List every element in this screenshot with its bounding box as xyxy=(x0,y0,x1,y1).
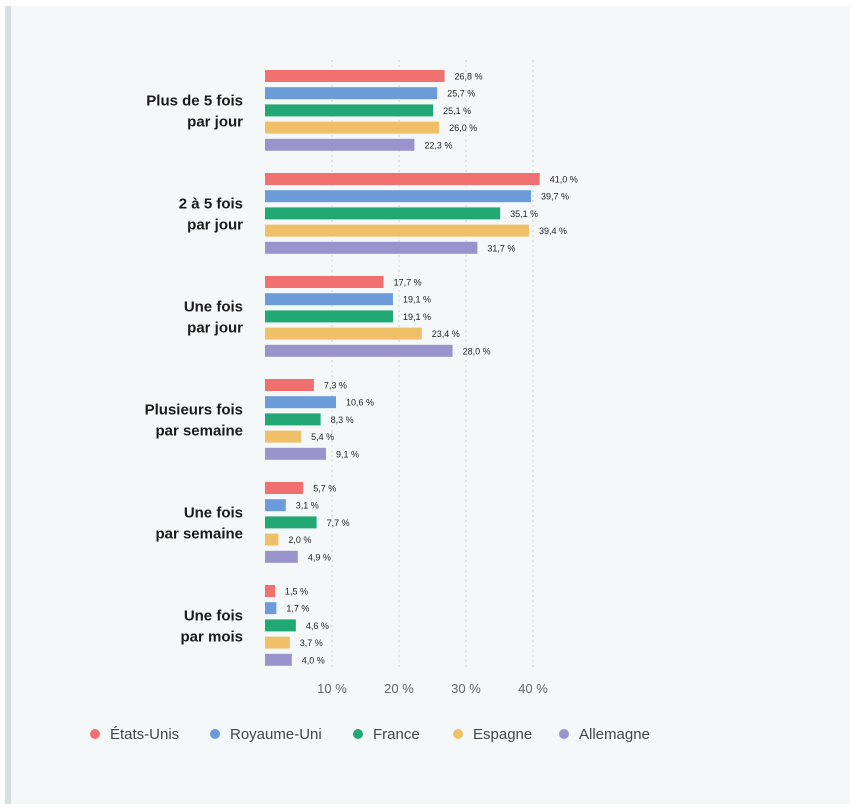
x-tick-label: 10 % xyxy=(317,681,347,696)
data-label: 25,7 % xyxy=(447,89,475,99)
data-label: 3,1 % xyxy=(296,501,319,511)
data-label: 26,8 % xyxy=(455,72,483,82)
bar xyxy=(265,344,453,357)
bar xyxy=(265,173,540,185)
legend-entry[interactable]: Allemagne xyxy=(579,726,650,743)
legend-marker xyxy=(210,729,220,739)
category-label: Plus de 5 fois xyxy=(146,92,243,109)
data-label: 5,7 % xyxy=(313,484,336,494)
data-label: 4,0 % xyxy=(302,655,325,665)
data-label: 9,1 % xyxy=(336,449,359,459)
category-label: par mois xyxy=(180,628,243,645)
data-label: 35,1 % xyxy=(510,209,538,219)
bar xyxy=(265,104,434,117)
data-label: 39,4 % xyxy=(539,226,567,236)
legend-marker xyxy=(90,729,100,739)
bar xyxy=(265,241,478,254)
x-tick-label: 20 % xyxy=(384,681,414,696)
bar xyxy=(265,413,321,426)
data-label: 19,1 % xyxy=(403,312,431,322)
bar xyxy=(265,447,326,460)
category-label: Plusieurs fois xyxy=(145,401,243,418)
category-label: Une fois xyxy=(184,504,243,521)
bar xyxy=(265,636,290,649)
data-label: 8,3 % xyxy=(331,415,354,425)
legend-entry[interactable]: États-Unis xyxy=(110,726,179,743)
chart-panel xyxy=(5,6,850,804)
bar xyxy=(265,207,501,220)
data-label: 10,6 % xyxy=(346,398,374,408)
bar xyxy=(265,585,276,597)
category-label: par jour xyxy=(187,319,243,336)
data-label: 1,5 % xyxy=(285,587,308,597)
bar xyxy=(265,121,440,134)
bar xyxy=(265,70,445,82)
data-label: 7,7 % xyxy=(327,518,350,528)
bar xyxy=(265,602,277,615)
legend-marker xyxy=(453,729,463,739)
data-label: 26,0 % xyxy=(449,123,477,133)
bar xyxy=(265,533,279,546)
bar xyxy=(265,87,438,100)
data-label: 7,3 % xyxy=(324,381,347,391)
legend-entry[interactable]: Espagne xyxy=(473,726,532,743)
legend-marker xyxy=(559,729,569,739)
bar xyxy=(265,499,286,512)
legend-entry[interactable]: France xyxy=(373,726,420,743)
bar xyxy=(265,190,531,203)
category-label: par semaine xyxy=(155,525,243,542)
bar xyxy=(265,327,422,340)
bar xyxy=(265,619,296,632)
bar xyxy=(265,550,298,563)
data-label: 3,7 % xyxy=(300,638,323,648)
data-label: 17,7 % xyxy=(394,278,422,288)
bar xyxy=(265,482,304,494)
data-label: 31,7 % xyxy=(487,243,515,253)
bar xyxy=(265,276,384,288)
category-label: Une fois xyxy=(184,607,243,624)
bar xyxy=(265,516,317,529)
category-label: Une fois xyxy=(184,298,243,315)
bar xyxy=(265,430,302,443)
bar xyxy=(265,396,337,409)
data-label: 41,0 % xyxy=(550,175,578,185)
category-label: par semaine xyxy=(155,422,243,439)
data-label: 19,1 % xyxy=(403,295,431,305)
data-label: 23,4 % xyxy=(432,329,460,339)
data-label: 2,0 % xyxy=(288,535,311,545)
data-label: 28,0 % xyxy=(463,346,491,356)
bar xyxy=(265,224,529,237)
bar xyxy=(265,310,393,323)
data-label: 4,9 % xyxy=(308,552,331,562)
data-label: 4,6 % xyxy=(306,621,329,631)
data-label: 5,4 % xyxy=(311,432,334,442)
data-label: 39,7 % xyxy=(541,192,569,202)
bar xyxy=(265,293,393,306)
bar xyxy=(265,379,314,391)
category-label: par jour xyxy=(187,113,243,130)
legend-marker xyxy=(353,729,363,739)
bar xyxy=(265,138,415,151)
category-label: par jour xyxy=(187,216,243,233)
data-label: 25,1 % xyxy=(443,106,471,116)
x-tick-label: 30 % xyxy=(451,681,481,696)
category-label: 2 à 5 fois xyxy=(179,195,243,212)
bar xyxy=(265,653,292,666)
data-label: 1,7 % xyxy=(286,604,309,614)
legend-entry[interactable]: Royaume-Uni xyxy=(230,726,322,743)
data-label: 22,3 % xyxy=(424,140,452,150)
x-tick-label: 40 % xyxy=(518,681,548,696)
